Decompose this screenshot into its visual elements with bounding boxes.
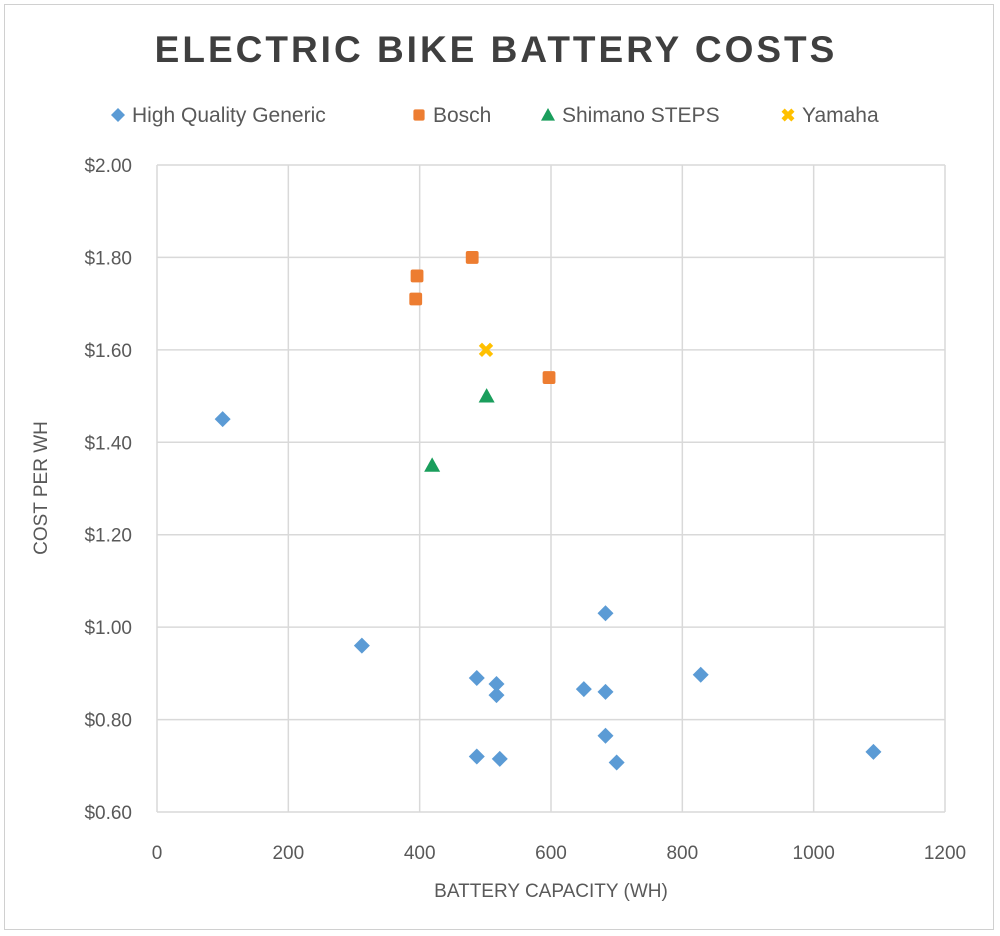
diamond-marker (214, 411, 231, 428)
series-shimano-steps (424, 388, 495, 472)
diamond-marker (597, 683, 614, 700)
chart-frame (4, 4, 994, 930)
y-tick-label: $0.80 (84, 711, 132, 732)
x-marker (781, 108, 795, 122)
series-yamaha (478, 342, 494, 358)
y-tick-label: $1.20 (84, 526, 132, 547)
x-axis-label: BATTERY CAPACITY (WH) (434, 881, 668, 902)
x-tick-label: 1000 (793, 843, 835, 864)
legend-label: Shimano STEPS (562, 104, 720, 127)
diamond-marker (353, 637, 370, 654)
diamond-marker (608, 754, 625, 771)
diamond-marker (597, 727, 614, 744)
diamond-marker (111, 108, 125, 122)
x-tick-label: 0 (152, 843, 163, 864)
x-tick-label: 200 (272, 843, 304, 864)
tick-labels: 0 200 400 600 800 1000 1200 $0.60 $0.80 $1.00 $1.2… (84, 156, 966, 864)
diamond-marker (692, 666, 709, 683)
diamond-marker (575, 681, 592, 698)
triangle-marker (541, 108, 555, 121)
diamond-marker (865, 743, 882, 760)
diamond-marker (488, 687, 505, 704)
y-tick-label: $1.40 (84, 433, 132, 454)
square-marker (410, 269, 424, 283)
diamond-marker (491, 750, 508, 767)
legend-item: Bosch (413, 104, 491, 127)
y-tick-label: $2.00 (84, 156, 132, 177)
x-marker (478, 342, 494, 358)
legend-label: High Quality Generic (132, 104, 326, 127)
x-tick-label: 400 (404, 843, 436, 864)
legend: High Quality Generic Bosch Shimano STEPS Ya… (111, 104, 879, 127)
series-high-quality-generic (214, 411, 882, 771)
y-tick-label: $1.60 (84, 341, 132, 362)
x-tick-label: 800 (666, 843, 698, 864)
y-tick-label: $0.60 (84, 803, 132, 824)
square-marker (465, 251, 479, 264)
chart-title: ELECTRIC BIKE BATTERY COSTS (155, 29, 838, 70)
data-points (214, 251, 882, 771)
diamond-marker (468, 748, 485, 765)
x-tick-label: 600 (535, 843, 567, 864)
series-bosch (409, 251, 556, 384)
diamond-marker (468, 669, 485, 686)
square-marker (542, 371, 556, 384)
legend-item: Yamaha (781, 104, 879, 127)
diamond-marker (597, 605, 614, 622)
triangle-marker (478, 388, 495, 403)
triangle-marker (424, 457, 441, 472)
legend-label: Bosch (433, 104, 491, 127)
x-tick-label: 1200 (924, 843, 966, 864)
y-tick-label: $1.00 (84, 618, 132, 639)
grid (156, 164, 946, 813)
legend-item: High Quality Generic (111, 104, 326, 127)
legend-label: Yamaha (802, 104, 879, 127)
square-marker (413, 109, 425, 121)
y-tick-label: $1.80 (84, 248, 132, 269)
legend-item: Shimano STEPS (541, 104, 720, 127)
y-axis-label: COST PER WH (31, 421, 52, 555)
diamond-marker (488, 675, 505, 692)
square-marker (409, 292, 423, 306)
